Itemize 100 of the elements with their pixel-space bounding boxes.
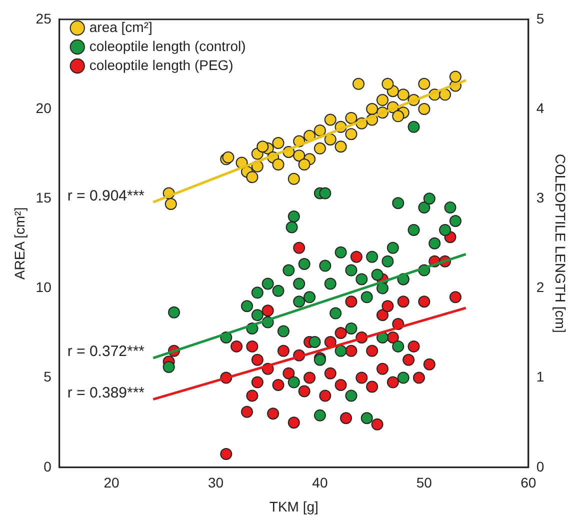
point	[319, 260, 332, 272]
point	[350, 250, 362, 263]
point	[308, 336, 321, 348]
point	[334, 246, 347, 258]
x-tick-label: 30	[208, 474, 224, 491]
point	[286, 221, 298, 234]
point	[304, 291, 316, 304]
point	[412, 372, 425, 384]
point	[423, 192, 436, 205]
point	[345, 322, 358, 335]
y2-axis-title: COLEOPTILE LENGTH [cm]	[552, 154, 569, 333]
point	[408, 224, 420, 236]
point	[382, 300, 394, 312]
point	[288, 376, 300, 388]
point	[418, 78, 430, 90]
point	[272, 284, 284, 297]
point	[376, 282, 388, 294]
y2-tick-label: 2	[536, 279, 544, 296]
x-tick-label: 60	[520, 474, 536, 491]
point	[345, 344, 358, 357]
point	[272, 137, 284, 150]
point	[402, 354, 415, 366]
point	[314, 142, 326, 154]
y2-tick-label: 0	[536, 458, 544, 474]
point	[262, 304, 274, 317]
point	[288, 210, 300, 223]
point	[240, 300, 253, 312]
point	[449, 291, 462, 304]
point	[293, 150, 306, 162]
point	[340, 412, 352, 424]
point	[334, 344, 347, 357]
y-axis-title: AREA [cm²]	[11, 207, 28, 280]
point	[251, 354, 264, 366]
point	[251, 376, 264, 388]
point	[371, 418, 384, 430]
point	[324, 336, 336, 348]
point	[382, 255, 394, 268]
point	[251, 286, 264, 299]
y2-tick-label: 1	[536, 368, 544, 385]
legend-label: coleoptile length (PEG)	[89, 56, 234, 73]
point	[246, 390, 258, 402]
point	[246, 171, 258, 184]
point	[272, 158, 284, 171]
y2-tick-label: 4	[536, 100, 544, 116]
point	[423, 358, 436, 370]
point	[418, 202, 430, 214]
point	[439, 224, 452, 236]
point	[334, 378, 347, 391]
point	[386, 242, 399, 254]
point	[360, 412, 373, 424]
point	[392, 197, 404, 210]
point	[376, 309, 388, 322]
point	[449, 215, 462, 227]
point	[293, 296, 306, 308]
point	[293, 242, 306, 254]
point	[282, 367, 295, 380]
point	[345, 264, 358, 276]
point	[360, 291, 373, 304]
point	[334, 327, 347, 339]
point	[366, 103, 378, 115]
point	[345, 296, 358, 308]
point	[408, 340, 420, 352]
point	[304, 372, 316, 384]
point	[262, 278, 274, 290]
point	[298, 385, 310, 398]
point	[324, 133, 336, 146]
point	[162, 361, 175, 374]
point	[408, 120, 420, 133]
point	[366, 344, 378, 357]
point	[319, 187, 332, 200]
annotation: r = 0.904***	[67, 187, 145, 204]
point	[397, 88, 410, 101]
point	[272, 378, 284, 391]
point	[397, 372, 410, 384]
point	[366, 250, 378, 263]
point	[282, 264, 295, 276]
x-tick-label: 20	[104, 474, 120, 491]
point	[288, 416, 300, 429]
legend-label: coleoptile length (control)	[89, 38, 246, 54]
point	[314, 409, 326, 422]
point	[376, 94, 388, 106]
point	[277, 344, 290, 357]
point	[324, 114, 336, 126]
point	[418, 296, 430, 308]
point	[449, 70, 462, 83]
y-tick-label: 25	[36, 10, 52, 26]
point	[230, 340, 243, 352]
point	[324, 367, 336, 380]
legend-label: area [cm²]	[89, 18, 152, 35]
point	[345, 390, 358, 402]
y2-tick-label: 3	[536, 189, 544, 206]
point	[352, 78, 365, 90]
annotation: r = 0.372***	[67, 343, 145, 360]
point	[397, 296, 410, 308]
y-tick-label: 20	[36, 100, 52, 116]
point	[298, 258, 310, 270]
point	[392, 340, 404, 352]
point	[256, 140, 269, 153]
point	[386, 376, 399, 388]
point	[371, 268, 384, 281]
